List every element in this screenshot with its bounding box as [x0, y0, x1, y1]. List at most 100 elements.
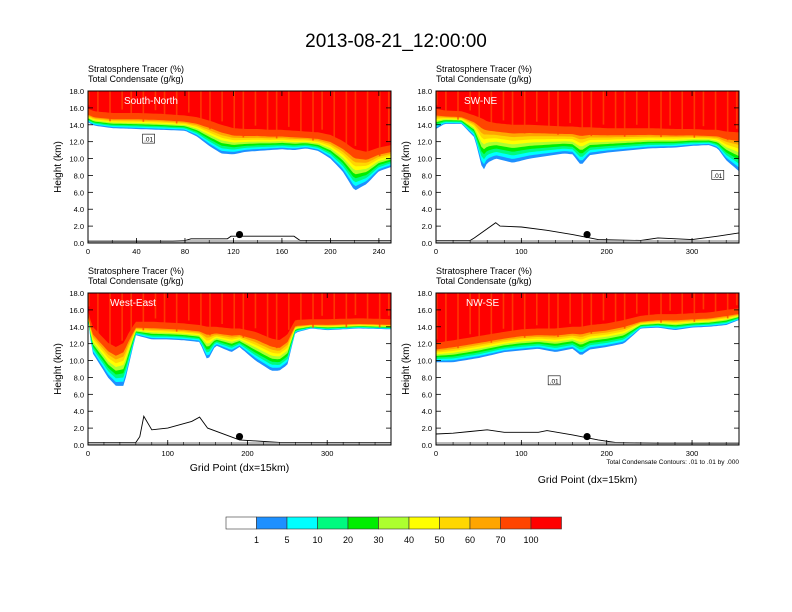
- streak: [660, 293, 662, 323]
- colorbar-label: 5: [284, 535, 289, 545]
- colorbar-label: 20: [343, 535, 353, 545]
- plot-frame: [87, 292, 392, 446]
- streak: [275, 91, 278, 139]
- streak: [254, 91, 257, 126]
- streak: [242, 91, 245, 138]
- streak: [109, 293, 111, 353]
- streak: [321, 91, 323, 130]
- streak: [387, 293, 390, 316]
- streak: [366, 293, 369, 322]
- streak: [511, 91, 514, 128]
- panel-subtitle: Total Condensate (g/kg): [436, 74, 532, 84]
- streak: [345, 293, 348, 328]
- y-tick-label: 18.0: [417, 87, 432, 96]
- contour-label-box: [142, 133, 155, 144]
- streak: [312, 91, 314, 141]
- streak: [702, 91, 705, 127]
- streak: [714, 293, 717, 315]
- streak: [321, 293, 323, 316]
- streak: [635, 293, 638, 314]
- streak: [333, 293, 336, 322]
- x-axis-label: Grid Point (dx=15km): [538, 474, 638, 486]
- streak: [648, 91, 650, 131]
- streak: [333, 91, 336, 140]
- y-tick-label: 8.0: [422, 171, 432, 180]
- x-tick-label: 0: [434, 247, 438, 256]
- y-tick-label: 10.0: [417, 357, 432, 366]
- ground-strip: [436, 442, 739, 445]
- colorbar-swatch: [469, 516, 501, 530]
- x-tick-label: 120: [227, 247, 240, 256]
- streak: [648, 293, 650, 318]
- streak: [242, 293, 245, 338]
- streak: [557, 91, 559, 135]
- streak: [681, 91, 684, 132]
- y-tick-label: 8.0: [74, 171, 84, 180]
- y-tick-label: 16.0: [69, 104, 84, 113]
- colorbar-swatch: [256, 516, 288, 530]
- y-tick-label: 18.0: [69, 289, 84, 298]
- streak: [200, 91, 202, 121]
- streak: [535, 293, 538, 326]
- streak: [569, 293, 571, 324]
- y-tick-label: 12.0: [417, 340, 432, 349]
- x-tick-label: 160: [276, 247, 289, 256]
- y-tick-label: 16.0: [417, 104, 432, 113]
- panel-subtitle: Stratosphere Tracer (%): [436, 64, 532, 74]
- colorbar-label: 1: [254, 535, 259, 545]
- y-tick-label: 16.0: [69, 306, 84, 315]
- streak: [233, 91, 236, 131]
- colorbar-swatch: [500, 516, 532, 530]
- x-tick-label: 200: [241, 449, 254, 458]
- streak: [163, 91, 166, 117]
- contour-label-box: [547, 375, 561, 386]
- contour-label-box: [711, 170, 725, 180]
- y-tick-label: 10.0: [417, 155, 432, 164]
- streak: [681, 293, 684, 317]
- colorbar-label: 40: [404, 535, 414, 545]
- location-marker: [583, 230, 591, 239]
- streak: [660, 91, 662, 138]
- streak: [669, 91, 671, 126]
- colorbar-swatch: [530, 516, 562, 530]
- streak: [254, 293, 257, 329]
- y-tick-label: 0.0: [422, 239, 432, 248]
- panel-subtitle: Total Condensate (g/kg): [88, 276, 184, 286]
- streak: [614, 293, 617, 325]
- streak: [457, 91, 459, 120]
- streak: [436, 91, 438, 106]
- contour-label: .01: [144, 137, 153, 144]
- streak: [121, 293, 123, 341]
- colorbar-swatch: [317, 516, 349, 530]
- streak: [478, 293, 481, 339]
- streak: [142, 293, 145, 331]
- streak: [436, 293, 438, 340]
- streak: [590, 91, 593, 136]
- streak: [163, 293, 166, 325]
- streak: [345, 91, 348, 152]
- x-tick-label: 40: [132, 247, 140, 256]
- y-tick-label: 6.0: [74, 188, 84, 197]
- streak: [623, 293, 626, 329]
- x-tick-label: 100: [515, 247, 528, 256]
- y-tick-label: 4.0: [422, 205, 432, 214]
- streak: [445, 293, 447, 345]
- y-tick-label: 12.0: [69, 340, 84, 349]
- streak: [548, 91, 550, 129]
- terrain-contour: [436, 222, 739, 241]
- streak: [209, 91, 211, 130]
- streak: [287, 91, 290, 127]
- panel-sw-ne: Stratosphere Tracer (%)Total Condensate …: [401, 64, 740, 256]
- streak: [523, 293, 526, 338]
- streak: [714, 91, 717, 133]
- y-tick-label: 0.0: [74, 441, 84, 450]
- x-tick-label: 200: [324, 247, 337, 256]
- streak: [354, 91, 357, 146]
- streak: [502, 293, 505, 329]
- streak: [511, 293, 514, 334]
- panel-label: SW-NE: [464, 96, 497, 107]
- y-tick-label: 10.0: [69, 155, 84, 164]
- x-tick-label: 100: [161, 449, 174, 458]
- streak: [121, 91, 123, 110]
- streak: [602, 91, 605, 125]
